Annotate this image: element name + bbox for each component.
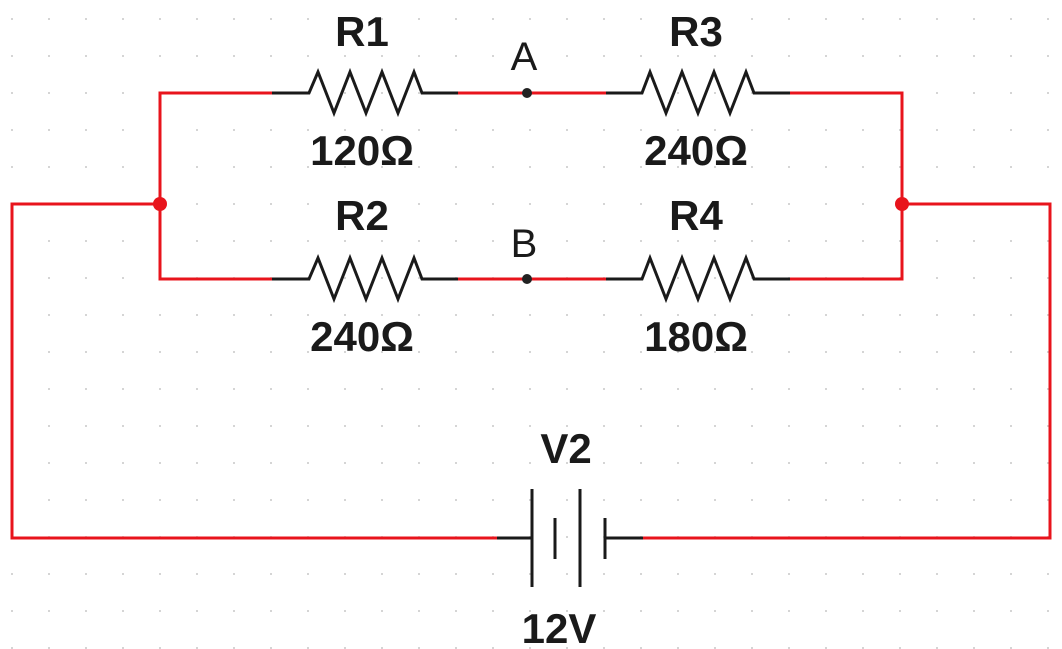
r4-name-label: R4 — [669, 192, 723, 239]
node-a-label: A — [511, 35, 538, 79]
r2-name-label: R2 — [335, 192, 389, 239]
resistor-r3 — [606, 67, 790, 118]
junction-left — [153, 197, 167, 211]
wire-top-right — [790, 91, 904, 281]
grid-dots — [11, 18, 1049, 649]
junction-right — [895, 197, 909, 211]
r4-value-label: 180Ω — [644, 313, 748, 360]
node-a-dot — [522, 88, 532, 98]
battery-v2 — [497, 489, 643, 587]
resistor-r4-zigzag — [606, 253, 790, 304]
node-b-dot — [522, 274, 532, 284]
wire-right-loop — [643, 202, 1052, 540]
r3-name-label: R3 — [669, 8, 723, 55]
resistor-r1 — [272, 67, 458, 118]
resistor-r2 — [272, 253, 458, 304]
resistor-r3-zigzag — [606, 67, 790, 118]
wire-left-loop — [10, 202, 497, 540]
r2-value-label: 240Ω — [310, 313, 414, 360]
wire-top-left — [158, 91, 272, 281]
resistor-r4 — [606, 253, 790, 304]
r1-name-label: R1 — [335, 8, 389, 55]
v2-value-label: 12V — [522, 605, 597, 649]
node-b-label: B — [511, 222, 538, 266]
r3-value-label: 240Ω — [644, 127, 748, 174]
r1-value-label: 120Ω — [310, 127, 414, 174]
resistor-r1-zigzag — [272, 67, 458, 118]
v2-name-label: V2 — [540, 425, 591, 472]
resistor-r2-zigzag — [272, 253, 458, 304]
wires — [10, 91, 1052, 540]
